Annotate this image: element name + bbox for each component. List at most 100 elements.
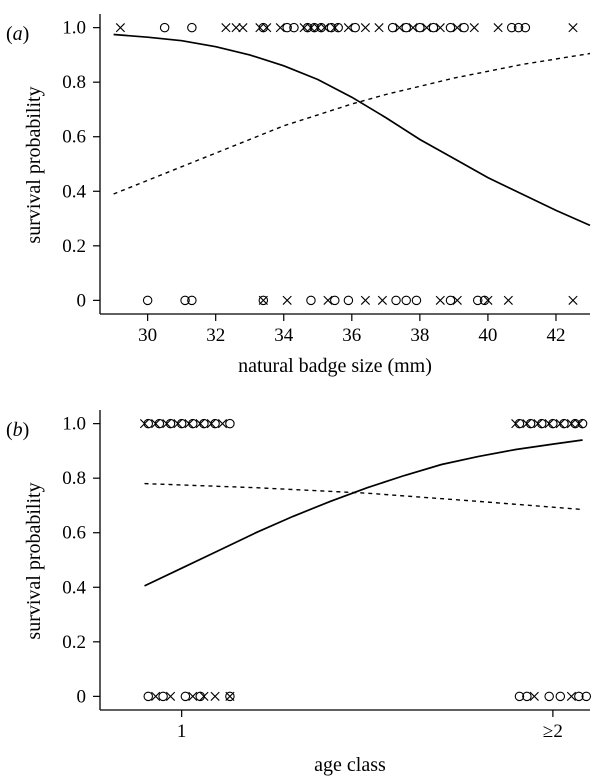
panel-a-circle-marker (415, 22, 425, 33)
panel-b-x-tick-label: 1 (177, 721, 187, 742)
panel-a-circle-marker (289, 22, 299, 33)
panel-b-y-tick-label: 0.4 (62, 577, 86, 598)
panel-a-circle-marker (302, 22, 313, 33)
panel-a-cross-marker (360, 295, 371, 305)
panel-a-cross-marker (377, 295, 388, 305)
panel-a-y-tick-label: 1.0 (62, 18, 86, 39)
panel-b-letter: b (13, 419, 23, 441)
panel-a-cross-marker (313, 23, 323, 33)
panel-a-y-tick-label: 0.6 (62, 127, 86, 148)
panel-a-cross-marker (238, 23, 248, 33)
panel-b-y-tick-label: 0 (77, 686, 87, 707)
panel-a-circle-marker (306, 295, 316, 306)
panel-a-cross-marker (221, 23, 231, 33)
panel-b-circle-marker (225, 418, 235, 429)
panel-a-cross-marker (394, 23, 405, 33)
panel-b-circle-marker (581, 691, 592, 702)
panel-b-circle-marker (555, 691, 566, 702)
panel-b-y-axis-label: survival probability (23, 482, 45, 639)
panel-a-y-tick-label: 0.2 (62, 236, 86, 257)
panel-b-circle-marker (525, 418, 536, 429)
panel-a-circle-marker (459, 22, 469, 33)
panel-a-label: (a) (6, 23, 29, 45)
panel-b-circle-marker (154, 418, 165, 429)
panel-a-x-tick-label: 36 (342, 325, 361, 346)
panel-a-circle-marker (428, 22, 439, 33)
panel-a-cross-marker (231, 23, 241, 33)
panel-a-x-axis-label: natural badge size (mm) (238, 355, 432, 377)
panel-a-letter: a (13, 23, 23, 45)
panel-a-cross-marker (262, 23, 272, 33)
panel-a-x-tick-label: 30 (138, 325, 157, 346)
panel-b-circle-marker (514, 418, 525, 429)
panel-a-dashed-curve (113, 52, 591, 195)
panel-b-x-axis-label: age class (314, 754, 386, 776)
panel-a-solid-curve (113, 33, 591, 227)
panel-a-y-tick-label: 0.4 (62, 181, 86, 202)
panel-a-cross-marker (568, 295, 578, 305)
panel-b-circle-marker (536, 418, 547, 429)
panel-b-circle-marker (522, 691, 532, 702)
panel-a-cross-marker (275, 23, 285, 33)
panel-b-circle-marker (143, 691, 154, 702)
panel-a-circle-marker (343, 295, 354, 306)
panel-a-x-tick-label: 32 (206, 325, 225, 346)
panel-a-circle-marker (282, 22, 292, 33)
panel-a-cross-marker (493, 23, 503, 33)
panel-b-label: (b) (6, 419, 29, 441)
panel-a-cross-marker (323, 295, 333, 305)
panel-a-circle-marker (316, 22, 326, 33)
panel-a-cross-marker (435, 295, 445, 305)
panel-b-cross-marker (210, 691, 220, 701)
panel-a-x-tick-label: 42 (546, 325, 565, 346)
panel-a-cross-marker (374, 23, 384, 33)
panel-a-circle-marker (258, 295, 269, 306)
panel-b-y-tick-label: 0.8 (62, 468, 86, 489)
panel-a-circle-marker (330, 295, 340, 306)
panel-a-circle-marker (187, 22, 197, 33)
panel-b-circle-marker (574, 691, 584, 702)
panel-b-cross-marker (188, 691, 198, 701)
panel-a-cross-marker (319, 23, 330, 33)
panel-b: (b) survival probability age class 0 0.2 0… (6, 410, 592, 776)
panel-b-cross-marker (217, 419, 228, 429)
panel-b-y-tick-label: 0.2 (62, 632, 86, 653)
panel-b-circle-marker (199, 418, 209, 429)
panel-a-circle-marker (401, 22, 411, 33)
panel-b-circle-marker (514, 691, 525, 702)
panel-b-y-tick-label: 0.6 (62, 523, 86, 544)
panel-a-circle-marker (326, 22, 337, 33)
panel-b-circle-marker (544, 691, 554, 702)
panel-a-cross-marker (299, 23, 309, 33)
panel-a: (a) survival probability natural badge s… (6, 14, 591, 377)
panel-a-x-tick-label: 38 (410, 325, 429, 346)
panel-b-cross-marker (151, 691, 161, 701)
panel-a-y-axis-label: survival probability (23, 86, 45, 243)
panel-b-circle-marker (158, 691, 168, 702)
panel-a-cross-marker (469, 23, 479, 33)
panel-a-cross-marker (408, 23, 418, 33)
panel-a-circle-marker (513, 22, 524, 33)
panel-b-circle-marker (548, 418, 558, 429)
panel-a-y-tick-label: 0 (77, 290, 87, 311)
panel-a-x-tick-label: 34 (274, 325, 294, 346)
panel-a-circle-marker (479, 295, 490, 306)
panel-b-cross-marker (199, 691, 209, 701)
panel-b-dashed-curve (144, 482, 583, 511)
panel-a-cross-marker (452, 23, 462, 33)
panel-b-circle-marker (210, 418, 220, 429)
panel-a-cross-marker (306, 23, 316, 33)
panel-b-y-tick-label: 1.0 (62, 414, 86, 435)
panel-a-circle-marker (445, 22, 456, 33)
panel-a-cross-marker (330, 23, 340, 33)
panel-a-circle-marker (472, 295, 483, 306)
panel-a-circle-marker (506, 22, 517, 33)
panel-b-circle-marker (176, 418, 187, 429)
panel-b-cross-marker (225, 691, 235, 701)
panel-a-circle-marker (391, 295, 401, 306)
panel-a-circle-marker (309, 22, 320, 33)
panel-b-cross-marker (566, 691, 577, 701)
panel-a-y-tick-label: 0.8 (62, 72, 86, 93)
panel-b-circle-marker (180, 691, 191, 702)
